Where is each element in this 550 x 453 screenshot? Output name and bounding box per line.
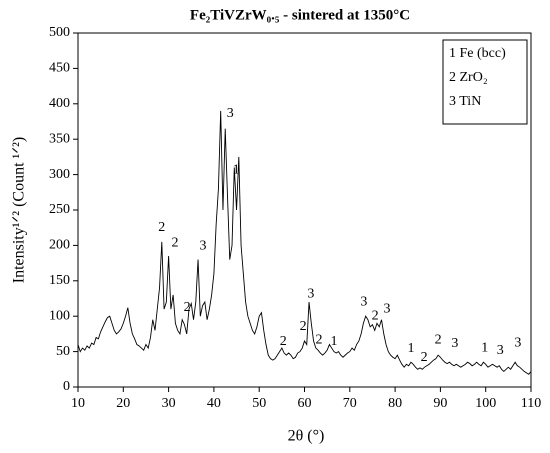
- peak-label: 3: [514, 335, 521, 350]
- peak-label: 3: [383, 301, 390, 316]
- y-tick-label: 450: [49, 61, 70, 76]
- x-tick-label: 10: [71, 396, 85, 411]
- plot-frame: [77, 32, 532, 388]
- peak-label: 2: [158, 220, 165, 235]
- pattern-line: [77, 110, 532, 375]
- y-tick-label: 100: [49, 308, 70, 323]
- legend-entry: 1 Fe (bcc): [449, 46, 506, 61]
- y-tick-label: 500: [49, 25, 70, 40]
- y-tick-label: 50: [56, 344, 70, 359]
- x-tick-label: 50: [252, 396, 266, 411]
- peak-label: 2: [280, 334, 287, 349]
- legend-entry: 3 TiN: [449, 94, 481, 109]
- peak-label: 3: [200, 238, 207, 253]
- peak-label: 2: [435, 332, 442, 347]
- y-tick-label: 400: [49, 96, 70, 111]
- peak-label: 3: [497, 343, 504, 358]
- peak-label: 1: [407, 341, 414, 356]
- x-tick-label: 40: [207, 396, 221, 411]
- peak-label: 2: [184, 300, 191, 315]
- x-tick-label: 110: [521, 396, 541, 411]
- x-axis-label: 2θ (°): [288, 428, 325, 445]
- peak-label: 3: [360, 294, 367, 309]
- y-tick-label: 300: [49, 167, 70, 182]
- peak-label: 3: [451, 336, 458, 351]
- chart-title: Fe₂TiVZrW₀.₅ - sintered at 1350°C: [190, 7, 410, 23]
- x-tick-label: 60: [298, 396, 312, 411]
- x-tick-label: 20: [116, 396, 130, 411]
- legend-entry: 2 ZrO₂: [449, 70, 488, 85]
- x-tick-label: 100: [475, 396, 496, 411]
- peak-label: 3: [307, 286, 314, 301]
- peak-label: 3: [227, 106, 234, 121]
- x-tick-label: 80: [388, 396, 402, 411]
- y-axis-label: Intensity¹ᐟ² (Count ¹ᐟ²): [11, 137, 28, 284]
- x-tick-label: 90: [433, 396, 447, 411]
- peak-label: 1: [481, 340, 488, 355]
- legend-box: [442, 39, 528, 125]
- x-tick-label: 70: [343, 396, 357, 411]
- x-tick-label: 30: [162, 396, 176, 411]
- peak-label: 2: [315, 332, 322, 347]
- peak-label: 1: [233, 163, 240, 178]
- y-tick-label: 0: [63, 379, 70, 394]
- y-tick-label: 250: [49, 202, 70, 217]
- peak-label: 2: [300, 319, 307, 334]
- peak-label: 2: [421, 350, 428, 365]
- y-tick-label: 350: [49, 131, 70, 146]
- peak-label: 1: [330, 334, 337, 349]
- peak-label: 2: [372, 308, 379, 323]
- y-tick-label: 200: [49, 238, 70, 253]
- y-tick-label: 150: [49, 273, 70, 288]
- peak-label: 2: [171, 235, 178, 250]
